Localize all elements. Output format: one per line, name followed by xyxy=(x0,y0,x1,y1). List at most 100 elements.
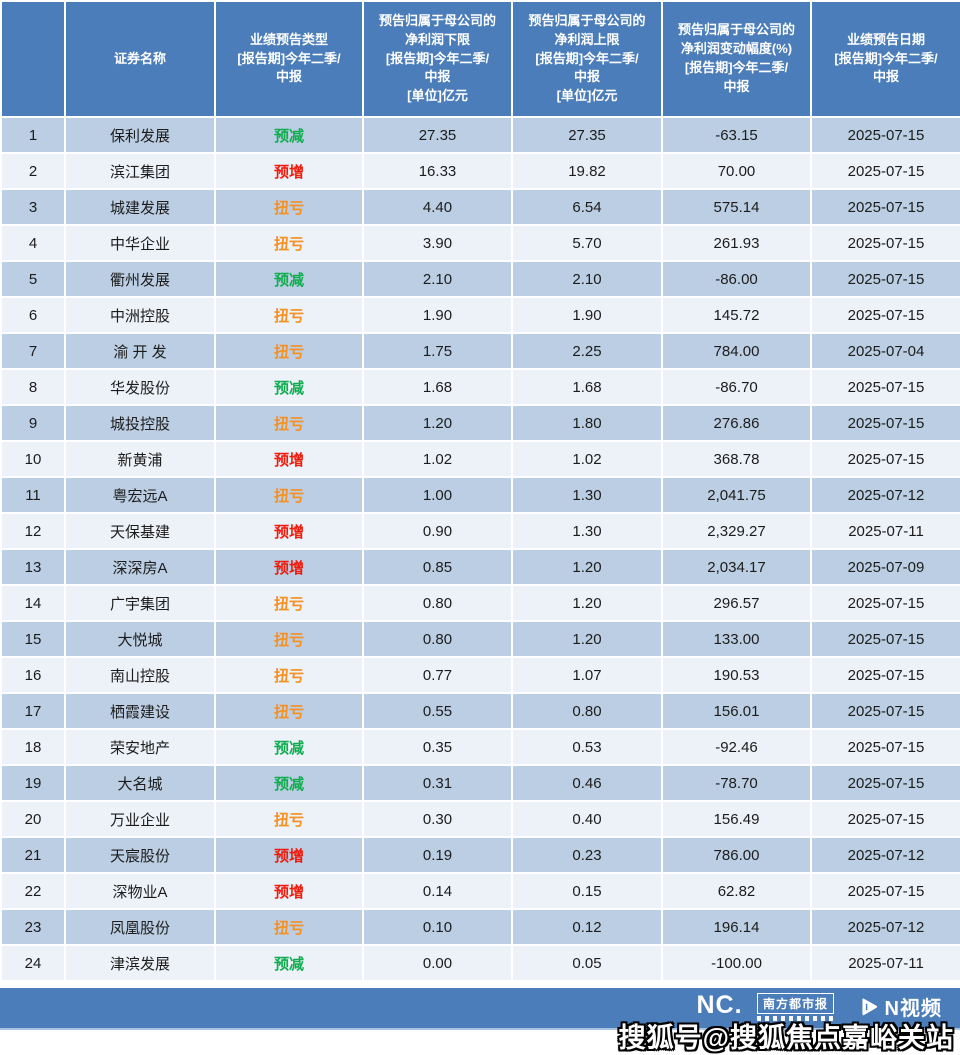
cell-forecast-type: 预增 xyxy=(214,836,364,874)
nc-logo: NC. xyxy=(696,991,743,1019)
cell-change-pct: -86.70 xyxy=(661,368,812,406)
cell-forecast-type: 预增 xyxy=(214,548,364,586)
cell-change-pct: -78.70 xyxy=(661,764,812,802)
cell-net-profit-lower: 0.77 xyxy=(362,656,513,694)
cell-forecast-type: 预减 xyxy=(214,944,364,982)
col-header-forecast-date: 业绩预告日期 [报告期]今年二季/ 中报 xyxy=(810,0,960,118)
cell-change-pct: 145.72 xyxy=(661,296,812,334)
cell-net-profit-upper: 1.02 xyxy=(511,440,663,478)
cell-row-number: 15 xyxy=(0,620,66,658)
table-row: 22 深物业A 预增 0.14 0.15 62.82 2025-07-15 xyxy=(0,872,960,910)
cell-net-profit-upper: 0.80 xyxy=(511,692,663,730)
cell-forecast-date: 2025-07-04 xyxy=(810,332,960,370)
cell-net-profit-lower: 0.85 xyxy=(362,548,513,586)
cell-forecast-date: 2025-07-11 xyxy=(810,944,960,982)
cell-net-profit-lower: 0.90 xyxy=(362,512,513,550)
cell-forecast-type: 扭亏 xyxy=(214,584,364,622)
cell-forecast-date: 2025-07-15 xyxy=(810,260,960,298)
cell-security-name: 保利发展 xyxy=(64,116,216,154)
cell-net-profit-lower: 0.35 xyxy=(362,728,513,766)
cell-forecast-date: 2025-07-12 xyxy=(810,476,960,514)
cell-security-name: 大名城 xyxy=(64,764,216,802)
cell-security-name: 南山控股 xyxy=(64,656,216,694)
cell-security-name: 华发股份 xyxy=(64,368,216,406)
cell-row-number: 21 xyxy=(0,836,66,874)
table-row: 9 城投控股 扭亏 1.20 1.80 276.86 2025-07-15 xyxy=(0,404,960,442)
cell-net-profit-upper: 0.53 xyxy=(511,728,663,766)
cell-net-profit-upper: 1.30 xyxy=(511,476,663,514)
cell-net-profit-upper: 2.10 xyxy=(511,260,663,298)
cell-forecast-date: 2025-07-12 xyxy=(810,908,960,946)
cell-change-pct: 296.57 xyxy=(661,584,812,622)
table-row: 24 津滨发展 预减 0.00 0.05 -100.00 2025-07-11 xyxy=(0,944,960,982)
cell-security-name: 天保基建 xyxy=(64,512,216,550)
header-row: 证券名称 业绩预告类型 [报告期]今年二季/ 中报 预告归属于母公司的 净利润下… xyxy=(0,0,960,118)
cell-net-profit-lower: 2.10 xyxy=(362,260,513,298)
col-header-forecast-type: 业绩预告类型 [报告期]今年二季/ 中报 xyxy=(214,0,364,118)
cell-forecast-date: 2025-07-15 xyxy=(810,368,960,406)
cell-net-profit-upper: 27.35 xyxy=(511,116,663,154)
cell-forecast-type: 预增 xyxy=(214,512,364,550)
table-row: 7 渝 开 发 扭亏 1.75 2.25 784.00 2025-07-04 xyxy=(0,332,960,370)
col-header-net-profit-upper: 预告归属于母公司的 净利润上限 [报告期]今年二季/ 中报 [单位]亿元 xyxy=(511,0,663,118)
cell-net-profit-upper: 1.90 xyxy=(511,296,663,334)
table-row: 2 滨江集团 预增 16.33 19.82 70.00 2025-07-15 xyxy=(0,152,960,190)
cell-net-profit-upper: 1.07 xyxy=(511,656,663,694)
cell-net-profit-lower: 4.40 xyxy=(362,188,513,226)
cell-forecast-date: 2025-07-15 xyxy=(810,620,960,658)
cell-change-pct: 2,041.75 xyxy=(661,476,812,514)
table-row: 1 保利发展 预减 27.35 27.35 -63.15 2025-07-15 xyxy=(0,116,960,154)
cell-row-number: 19 xyxy=(0,764,66,802)
table-row: 19 大名城 预减 0.31 0.46 -78.70 2025-07-15 xyxy=(0,764,960,802)
table-row: 15 大悦城 扭亏 0.80 1.20 133.00 2025-07-15 xyxy=(0,620,960,658)
cell-row-number: 8 xyxy=(0,368,66,406)
brand-logo-cluster: NC. 南方都市报 N视频 xyxy=(696,992,942,1021)
cell-net-profit-lower: 0.55 xyxy=(362,692,513,730)
cell-forecast-date: 2025-07-11 xyxy=(810,512,960,550)
cell-security-name: 渝 开 发 xyxy=(64,332,216,370)
cell-forecast-type: 预减 xyxy=(214,728,364,766)
table-row: 5 衢州发展 预减 2.10 2.10 -86.00 2025-07-15 xyxy=(0,260,960,298)
cell-forecast-date: 2025-07-15 xyxy=(810,872,960,910)
watermark-text: 搜狐号@搜狐焦点嘉峪关站 xyxy=(618,1023,954,1053)
paper-badge-label: 南方都市报 xyxy=(757,992,835,1014)
cell-net-profit-lower: 0.00 xyxy=(362,944,513,982)
cell-change-pct: 368.78 xyxy=(661,440,812,478)
cell-security-name: 城投控股 xyxy=(64,404,216,442)
paper-badge: 南方都市报 xyxy=(756,992,835,1021)
col-header-net-profit-lower: 预告归属于母公司的 净利润下限 [报告期]今年二季/ 中报 [单位]亿元 xyxy=(362,0,513,118)
cell-row-number: 16 xyxy=(0,656,66,694)
cell-net-profit-lower: 1.02 xyxy=(362,440,513,478)
cell-forecast-date: 2025-07-15 xyxy=(810,800,960,838)
cell-net-profit-lower: 0.30 xyxy=(362,800,513,838)
cell-change-pct: 784.00 xyxy=(661,332,812,370)
cell-forecast-type: 扭亏 xyxy=(214,908,364,946)
cell-forecast-date: 2025-07-15 xyxy=(810,440,960,478)
cell-net-profit-upper: 1.20 xyxy=(511,584,663,622)
cell-forecast-type: 扭亏 xyxy=(214,296,364,334)
cell-net-profit-upper: 19.82 xyxy=(511,152,663,190)
cell-forecast-type: 预减 xyxy=(214,764,364,802)
cell-row-number: 9 xyxy=(0,404,66,442)
cell-forecast-date: 2025-07-09 xyxy=(810,548,960,586)
earnings-forecast-table: 证券名称 业绩预告类型 [报告期]今年二季/ 中报 预告归属于母公司的 净利润下… xyxy=(0,0,960,982)
cell-change-pct: 261.93 xyxy=(661,224,812,262)
cell-net-profit-lower: 1.75 xyxy=(362,332,513,370)
nvideo-label: N视频 xyxy=(884,998,942,1020)
table-row: 16 南山控股 扭亏 0.77 1.07 190.53 2025-07-15 xyxy=(0,656,960,694)
cell-change-pct: 2,329.27 xyxy=(661,512,812,550)
table-row: 17 栖霞建设 扭亏 0.55 0.80 156.01 2025-07-15 xyxy=(0,692,960,730)
cell-net-profit-lower: 0.31 xyxy=(362,764,513,802)
cell-forecast-date: 2025-07-15 xyxy=(810,296,960,334)
footer-brand-bar: NC. 南方都市报 N视频 xyxy=(0,988,960,1030)
cell-net-profit-upper: 2.25 xyxy=(511,332,663,370)
table-row: 21 天宸股份 预增 0.19 0.23 786.00 2025-07-12 xyxy=(0,836,960,874)
cell-net-profit-upper: 0.46 xyxy=(511,764,663,802)
cell-security-name: 深深房A xyxy=(64,548,216,586)
cell-net-profit-upper: 6.54 xyxy=(511,188,663,226)
cell-net-profit-upper: 1.20 xyxy=(511,548,663,586)
cell-security-name: 凤凰股份 xyxy=(64,908,216,946)
cell-forecast-date: 2025-07-15 xyxy=(810,116,960,154)
table-row: 13 深深房A 预增 0.85 1.20 2,034.17 2025-07-09 xyxy=(0,548,960,586)
cell-net-profit-upper: 1.30 xyxy=(511,512,663,550)
